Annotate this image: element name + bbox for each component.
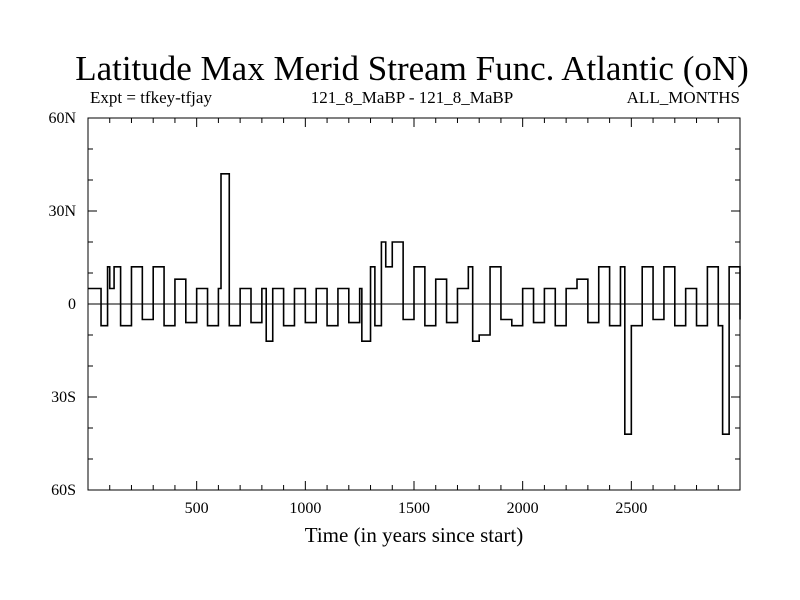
months-label: ALL_MONTHS: [627, 88, 740, 107]
x-tick-label: 500: [185, 500, 209, 517]
y-tick-label: 60S: [51, 482, 76, 499]
y-tick-label: 30S: [51, 389, 76, 406]
x-tick-label: 2500: [615, 500, 647, 517]
y-tick-label: 0: [68, 296, 76, 313]
series-line: [88, 173, 741, 435]
x-axis-label: Time (in years since start): [305, 523, 524, 547]
x-tick-label: 2000: [507, 500, 539, 517]
axis-ticks: 500 1000 1500 2000 2500 60N 30N 0 30S 60S: [48, 110, 740, 517]
experiment-label: Expt = tfkey-tfjay: [90, 88, 212, 107]
x-tick-label: 1500: [398, 500, 430, 517]
y-tick-label: 30N: [48, 203, 76, 220]
chart-title: Latitude Max Merid Stream Func. Atlantic…: [75, 49, 749, 88]
series-group: [88, 173, 741, 435]
y-tick-label: 60N: [48, 110, 76, 127]
x-tick-label: 1000: [289, 500, 321, 517]
run-label: 121_8_MaBP - 121_8_MaBP: [311, 88, 513, 107]
